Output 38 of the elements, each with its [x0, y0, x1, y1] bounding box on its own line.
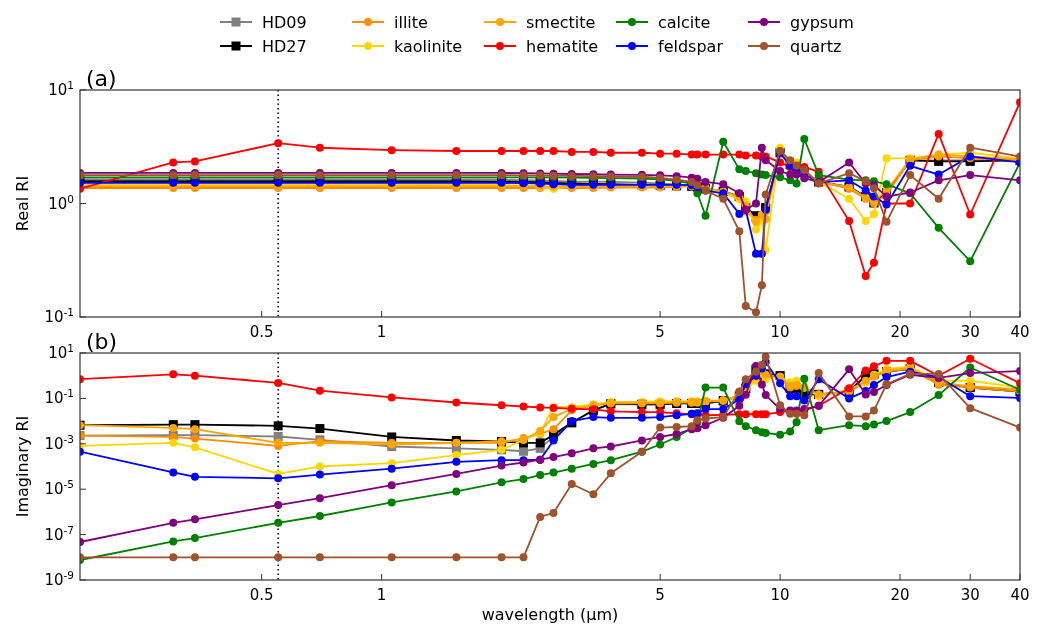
y-tick-label: 10$^{1}$	[48, 79, 74, 99]
legend-label: calcite	[658, 13, 711, 32]
y-axis-title: Real RI	[13, 175, 32, 232]
x-tick-label: 0.5	[249, 323, 274, 341]
x-tick-label: 20	[890, 586, 910, 604]
legend-label: hematite	[526, 37, 599, 56]
x-tick-label: 30	[960, 323, 980, 341]
y-tick-label: 10$^{-7}$	[44, 523, 74, 544]
y-tick-label: 10$^{-3}$	[44, 432, 74, 453]
x-tick-label: 0.5	[249, 586, 274, 604]
legend-label: gypsum	[790, 13, 854, 32]
y-tick-label: 10$^{-9}$	[44, 569, 74, 589]
y-tick-label: 10$^{-5}$	[44, 478, 74, 499]
legend-label: kaolinite	[394, 37, 463, 56]
y-tick-label: 10$^{-1}$	[44, 387, 74, 408]
chart-title: (b)	[86, 329, 118, 354]
x-tick-label: 10	[770, 586, 790, 604]
x-tick-label: 1	[376, 586, 387, 604]
chart-title: (a)	[86, 66, 117, 91]
x-tick-label: 10	[770, 323, 790, 341]
x-tick-label: 40	[1010, 323, 1030, 341]
y-tick-label: 10$^{1}$	[48, 342, 74, 362]
y-tick-label: 10$^{-1}$	[44, 306, 74, 326]
legend-label: feldspar	[658, 37, 724, 56]
x-tick-label: 40	[1010, 586, 1030, 604]
y-tick-label: 10$^{0}$	[48, 192, 74, 213]
legend-label: HD27	[262, 37, 307, 56]
y-axis-title: Imaginary RI	[13, 415, 32, 518]
legend-label: HD09	[262, 13, 307, 32]
legend-label: quartz	[790, 37, 842, 56]
x-tick-label: 5	[655, 323, 665, 341]
x-tick-label: 1	[376, 323, 387, 341]
legend-label: illite	[394, 13, 428, 32]
legend-label: smectite	[526, 13, 596, 32]
x-tick-label: 5	[655, 586, 665, 604]
x-tick-label: 20	[890, 323, 910, 341]
x-tick-label: 30	[960, 586, 980, 604]
x-axis-title: wavelength (μm)	[481, 605, 619, 624]
